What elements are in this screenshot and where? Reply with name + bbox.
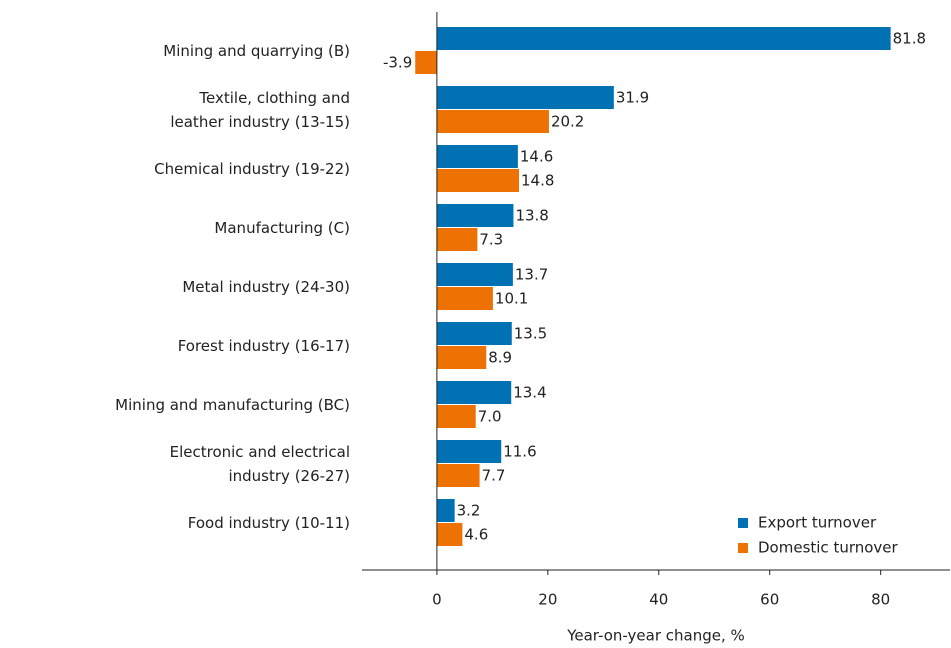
bar <box>436 145 518 168</box>
legend-label: Domestic turnover <box>758 539 899 557</box>
value-label: 10.1 <box>495 290 528 308</box>
bar <box>436 381 512 404</box>
value-label: 31.9 <box>616 89 649 107</box>
y-tick-label: Forest industry (16-17) <box>178 337 350 355</box>
bar <box>436 405 476 428</box>
legend-swatch <box>738 543 748 553</box>
x-tick-label: 20 <box>538 591 557 609</box>
value-label: 4.6 <box>464 526 488 544</box>
value-label: -3.9 <box>383 54 412 72</box>
bar <box>436 322 512 345</box>
value-label: 3.2 <box>457 502 481 520</box>
legend-label: Export turnover <box>758 514 877 532</box>
bar <box>436 169 519 192</box>
bar <box>436 204 514 227</box>
y-tick-label: Chemical industry (19-22) <box>154 160 350 178</box>
y-tick-label: Textile, clothing and leather industry (1… <box>170 89 350 131</box>
value-label: 7.7 <box>482 467 506 485</box>
bar <box>436 440 502 463</box>
value-label: 14.8 <box>521 172 554 190</box>
value-label: 7.3 <box>479 231 503 249</box>
value-label: 11.6 <box>503 443 536 461</box>
value-label: 13.5 <box>514 325 547 343</box>
y-tick-label: Manufacturing (C) <box>214 219 350 237</box>
bar <box>436 263 513 286</box>
value-label: 7.0 <box>478 408 502 426</box>
bar <box>436 346 487 369</box>
y-tick-label: Mining and quarrying (B) <box>163 42 350 60</box>
value-label: 20.2 <box>551 113 584 131</box>
y-tick-label: Food industry (10-11) <box>188 514 350 532</box>
bar <box>436 86 614 109</box>
bar <box>436 228 478 251</box>
bar <box>436 499 455 522</box>
value-label: 81.8 <box>893 30 926 48</box>
x-tick-label: 80 <box>871 591 890 609</box>
y-tick-label: Mining and manufacturing (BC) <box>115 396 350 414</box>
y-tick-label: Electronic and electrical industry (26-27… <box>170 443 350 485</box>
bar <box>436 27 891 50</box>
value-label: 8.9 <box>488 349 512 367</box>
legend-swatch <box>738 518 748 528</box>
x-tick-label: 0 <box>432 591 442 609</box>
bar <box>436 110 549 133</box>
value-label: 13.4 <box>513 384 546 402</box>
bar <box>436 523 463 546</box>
bar <box>436 464 480 487</box>
value-label: 14.6 <box>520 148 553 166</box>
x-tick-label: 60 <box>760 591 779 609</box>
x-tick-label: 40 <box>649 591 668 609</box>
bar <box>415 51 437 74</box>
y-tick-label: Metal industry (24-30) <box>182 278 350 296</box>
x-axis-title: Year-on-year change, % <box>566 627 745 645</box>
value-label: 13.7 <box>515 266 548 284</box>
bar <box>436 287 493 310</box>
value-label: 13.8 <box>515 207 548 225</box>
